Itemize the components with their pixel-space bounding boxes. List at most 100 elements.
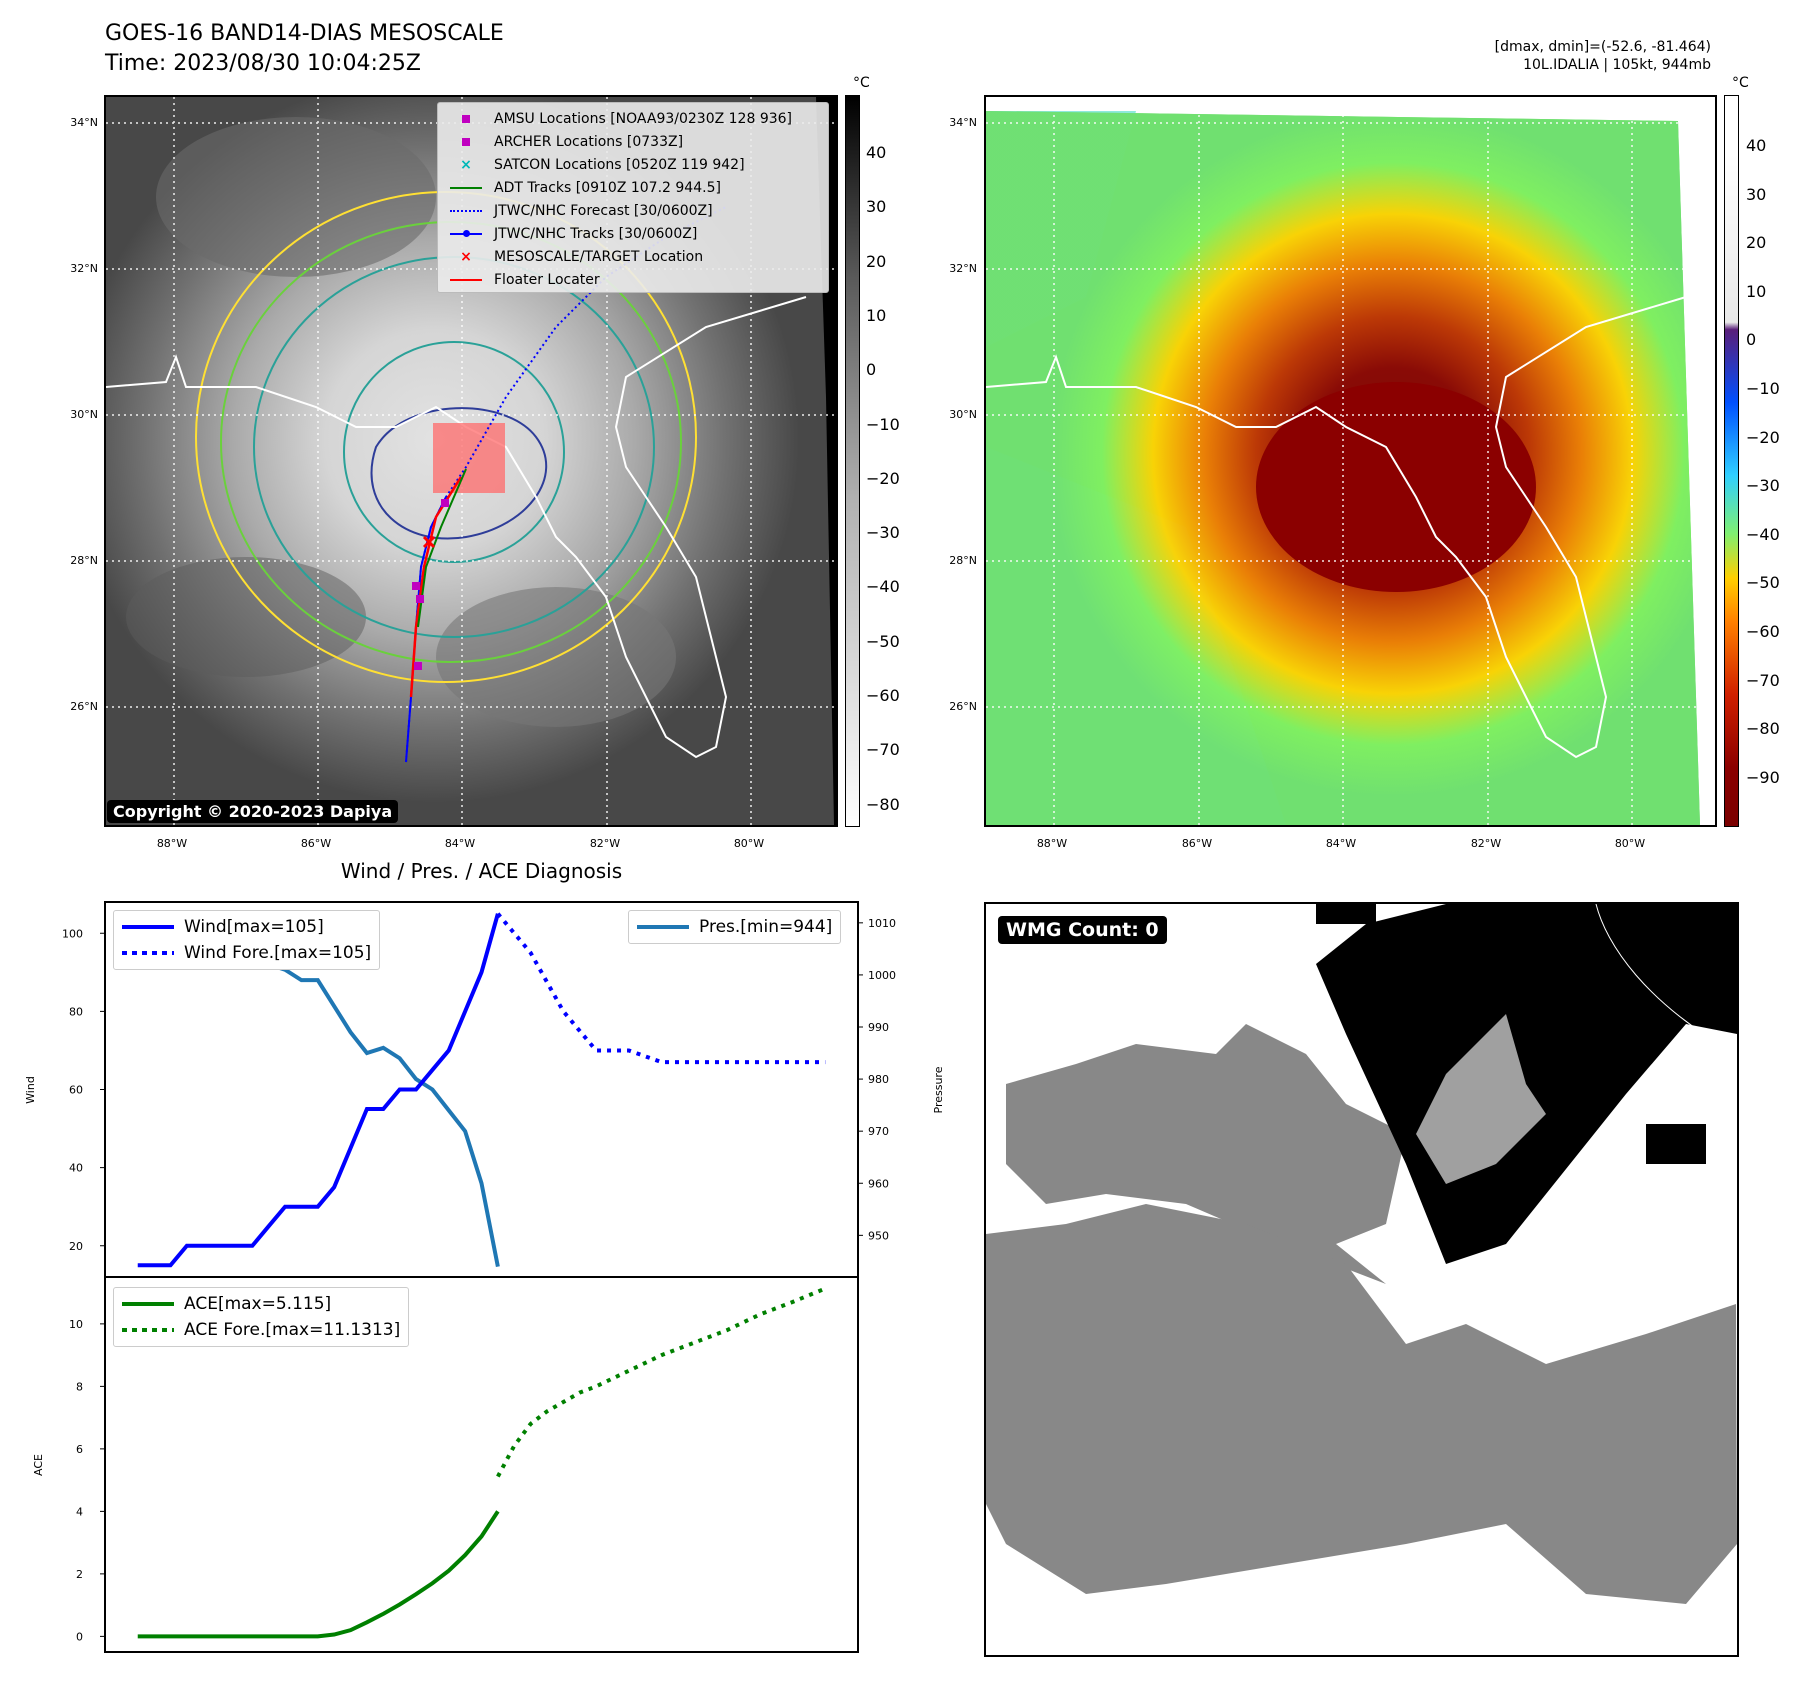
- colorbar-tick-label: 40: [1746, 136, 1767, 155]
- pres-legend-label: Pres.[min=944]: [699, 917, 833, 937]
- colorbar-tick-label: 40: [866, 143, 887, 162]
- legend-item: JTWC/NHC Forecast [30/0600Z]: [446, 199, 820, 222]
- legend-item: ADT Tracks [0910Z 107.2 944.5]: [446, 176, 820, 199]
- colorbar-tick-label: −70: [866, 740, 900, 760]
- wind-ylabel: Wind: [24, 1076, 37, 1104]
- colorbar-tick-label: −20: [866, 468, 900, 488]
- legend-item: × MESOSCALE/TARGET Location: [446, 245, 820, 268]
- colorbar-tick-label: −40: [866, 577, 900, 597]
- lat-tick-label: 34°N: [949, 116, 977, 129]
- lon-tick-label: 84°W: [444, 837, 476, 850]
- wind-panel-title: Wind / Pres. / ACE Diagnosis: [340, 859, 623, 883]
- wmg-count-badge: WMG Count: 0: [998, 916, 1167, 944]
- colorbar-tick-label: −60: [866, 686, 900, 705]
- legend-marker: [446, 137, 486, 146]
- wmg-panel: WMG Count: 0: [984, 902, 1739, 1657]
- pressure-tick-label: 1010: [868, 917, 896, 930]
- lat-tick-label: 26°N: [949, 700, 977, 713]
- lat-tick-label: 32°N: [949, 262, 977, 275]
- ace-tick-label: 4: [76, 1505, 83, 1518]
- colorbar-tick-label: −10: [1746, 379, 1780, 398]
- lon-tick-label: 80°W: [1614, 837, 1646, 850]
- ace-tick-label: 10: [69, 1318, 83, 1331]
- lon-tick-label: 86°W: [1181, 837, 1213, 850]
- wmg-graphic: [986, 904, 1737, 1655]
- lat-tick-label: 32°N: [70, 262, 98, 275]
- colorbar-tick-label: −50: [1746, 573, 1780, 593]
- legend-marker: ×: [460, 248, 472, 265]
- ace-tick-label: 8: [76, 1380, 83, 1393]
- pres-legend: Pres.[min=944]: [628, 910, 842, 944]
- legend-marker: [446, 229, 486, 237]
- chart-title-line2: Time: 2023/08/30 10:04:25Z: [105, 51, 421, 76]
- legend-label: AMSU Locations [NOAA93/0230Z 128 936]: [494, 110, 793, 127]
- legend-label: SATCON Locations [0520Z 119 942]: [494, 156, 745, 173]
- lon-tick-label: 80°W: [733, 837, 765, 850]
- legend-label: JTWC/NHC Forecast [30/0600Z]: [494, 202, 713, 219]
- lon-tick-label: 84°W: [1325, 837, 1357, 850]
- chart-title-line1: GOES-16 BAND14-DIAS MESOSCALE: [105, 21, 504, 46]
- legend-item: JTWC/NHC Tracks [30/0600Z]: [446, 222, 820, 245]
- lat-tick-label: 34°N: [70, 116, 98, 129]
- wind-line: [137, 913, 500, 1268]
- copyright-badge: Copyright © 2020-2023 Dapiya: [107, 800, 399, 823]
- pressure-tick-label: 950: [868, 1229, 889, 1242]
- colorbar-tick-label: −20: [1746, 427, 1780, 447]
- gray-colorbar-unit: °C: [853, 75, 870, 91]
- colorbar-tick-label: 30: [866, 197, 887, 217]
- colorbar-tick-label: −60: [1746, 622, 1780, 641]
- lat-tick-label: 28°N: [949, 554, 977, 567]
- wind-tick-label: 40: [69, 1162, 83, 1175]
- colorbar-tick-label: 0: [866, 360, 877, 380]
- wind-legend-swatch: [122, 925, 174, 929]
- lon-tick-label: 88°W: [156, 837, 188, 850]
- legend-marker: [446, 186, 486, 189]
- legend-marker: [446, 209, 486, 212]
- lon-tick-label: 82°W: [1470, 837, 1502, 850]
- wind-tick-label: 100: [62, 927, 83, 940]
- legend-item: AMSU Locations [NOAA93/0230Z 128 936]: [446, 107, 820, 130]
- colorbar-tick-label: −50: [866, 631, 900, 651]
- wind-tick-label: 20: [69, 1240, 83, 1253]
- stats-line2: 10L.IDALIA | 105kt, 944mb: [1523, 57, 1711, 73]
- pressure-tick-label: 960: [868, 1177, 889, 1190]
- ace-ylabel: ACE: [32, 1454, 45, 1476]
- gray-colorbar: [845, 95, 860, 827]
- wind-legend: Wind[max=105] Wind Fore.[max=105]: [113, 910, 381, 970]
- colorbar-tick-label: −90: [1746, 767, 1780, 787]
- colorbar-tick-label: −30: [1746, 476, 1780, 496]
- ace-tick-label: 2: [76, 1568, 83, 1581]
- legend-label: MESOSCALE/TARGET Location: [494, 248, 704, 265]
- color-colorbar-unit: °C: [1732, 75, 1749, 91]
- wind-fore-legend-label: Wind Fore.[max=105]: [184, 943, 372, 963]
- legend-item: Floater Locater: [446, 268, 820, 291]
- color-colorbar: [1724, 95, 1739, 827]
- lat-tick-label: 28°N: [70, 554, 98, 567]
- lat-tick-label: 26°N: [70, 700, 98, 713]
- legend-marker: [446, 114, 486, 123]
- ir-color-map: [984, 95, 1717, 827]
- lon-tick-label: 82°W: [589, 837, 621, 850]
- lat-tick-label: 30°N: [949, 408, 977, 421]
- pressure-tick-label: 970: [868, 1125, 889, 1138]
- lat-tick-label: 30°N: [70, 408, 98, 421]
- lon-tick-label: 88°W: [1036, 837, 1068, 850]
- ace-tick-label: 0: [76, 1630, 83, 1643]
- colorbar-tick-label: −40: [1746, 524, 1780, 544]
- ace-fore-legend-label: ACE Fore.[max=11.1313]: [184, 1320, 401, 1340]
- colorbar-tick-label: 20: [1746, 233, 1767, 253]
- legend-label: ADT Tracks [0910Z 107.2 944.5]: [494, 179, 721, 196]
- wind-legend-label: Wind[max=105]: [184, 917, 324, 937]
- ace-legend-swatch: [122, 1302, 174, 1306]
- legend-item: × SATCON Locations [0520Z 119 942]: [446, 153, 820, 176]
- legend-label: ARCHER Locations [0733Z]: [494, 133, 684, 150]
- legend-marker: ×: [460, 156, 472, 173]
- pressure-tick-label: 1000: [868, 969, 896, 982]
- ace-line: [137, 1510, 500, 1639]
- colorbar-tick-label: 20: [866, 251, 887, 271]
- colorbar-tick-label: −80: [1746, 719, 1780, 739]
- pressure-ylabel: Pressure: [932, 1066, 945, 1113]
- pressure-tick-label: 990: [868, 1021, 889, 1034]
- pres-legend-swatch: [637, 925, 689, 929]
